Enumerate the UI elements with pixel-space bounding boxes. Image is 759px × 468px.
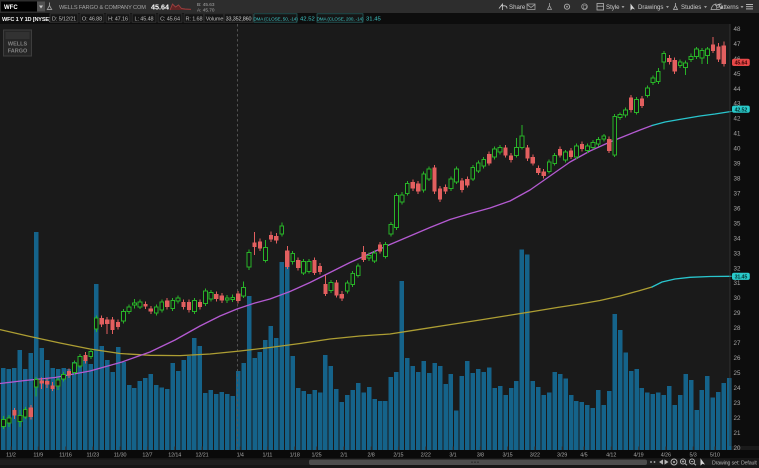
svg-text:D: 5/12/21: D: 5/12/21 xyxy=(52,16,76,22)
svg-text:45.64: 45.64 xyxy=(151,2,169,11)
svg-text:42: 42 xyxy=(734,116,741,123)
svg-text:1/25: 1/25 xyxy=(311,453,321,459)
svg-text:31.45: 31.45 xyxy=(735,274,748,280)
svg-text:WELLS: WELLS xyxy=(8,42,28,48)
svg-text:B: 45.63: B: 45.63 xyxy=(197,2,215,7)
svg-text:35: 35 xyxy=(734,220,741,227)
svg-text:Studies: Studies xyxy=(681,4,701,11)
svg-text:FARGO: FARGO xyxy=(8,49,28,55)
svg-text:1/11: 1/11 xyxy=(263,453,273,459)
svg-text:WELLS FARGO & COMPANY COM: WELLS FARGO & COMPANY COM xyxy=(59,5,146,11)
svg-text:C: 45.64: C: 45.64 xyxy=(160,16,180,22)
svg-text:1/18: 1/18 xyxy=(290,453,300,459)
svg-text:20: 20 xyxy=(734,445,741,452)
svg-text:31: 31 xyxy=(734,280,741,287)
svg-text:28: 28 xyxy=(734,325,741,332)
svg-text:5/10: 5/10 xyxy=(710,453,720,459)
svg-text:4/19: 4/19 xyxy=(633,453,643,459)
svg-text:Style: Style xyxy=(606,4,620,11)
svg-text:Drawings: Drawings xyxy=(638,4,663,11)
svg-text:24: 24 xyxy=(734,385,741,392)
svg-text:11/23: 11/23 xyxy=(87,453,100,459)
svg-text:3/8: 3/8 xyxy=(477,453,484,459)
svg-text:3/1: 3/1 xyxy=(449,453,456,459)
svg-text:11/30: 11/30 xyxy=(114,453,127,459)
svg-text:11/16: 11/16 xyxy=(59,453,72,459)
svg-text:A: 45.70: A: 45.70 xyxy=(197,7,215,12)
svg-text:43: 43 xyxy=(734,101,741,108)
svg-text:12/14: 12/14 xyxy=(168,453,181,459)
svg-text:2/1: 2/1 xyxy=(340,453,347,459)
svg-text:34: 34 xyxy=(734,235,741,242)
svg-text:2/22: 2/22 xyxy=(421,453,431,459)
svg-text:Volume: Volume xyxy=(206,16,224,22)
svg-text:42.52: 42.52 xyxy=(300,16,315,22)
svg-text:D: D xyxy=(583,5,587,11)
svg-text:37: 37 xyxy=(734,191,741,198)
svg-text:3/15: 3/15 xyxy=(502,453,512,459)
svg-text:22: 22 xyxy=(734,415,741,422)
svg-text:25: 25 xyxy=(734,370,741,377)
svg-text:38: 38 xyxy=(734,176,741,183)
svg-text:48: 48 xyxy=(734,26,741,33)
svg-text:29: 29 xyxy=(734,310,741,317)
svg-text:4/26: 4/26 xyxy=(661,453,671,459)
svg-text:30: 30 xyxy=(734,295,741,302)
svg-text:11/2: 11/2 xyxy=(6,453,16,459)
svg-text:44: 44 xyxy=(734,86,741,93)
svg-text:1/4: 1/4 xyxy=(237,453,244,459)
svg-text:4/5: 4/5 xyxy=(580,453,587,459)
svg-text:Share: Share xyxy=(509,4,526,11)
svg-text:45: 45 xyxy=(734,71,741,78)
svg-text:DMA (CLOSE, 50, -14): DMA (CLOSE, 50, -14) xyxy=(253,16,298,21)
svg-text:L: 45.48: L: 45.48 xyxy=(135,16,154,22)
svg-text:Patterns: Patterns xyxy=(716,4,739,11)
svg-text:O: 46.88: O: 46.88 xyxy=(82,16,102,22)
svg-text:32: 32 xyxy=(734,265,741,272)
svg-text:12/21: 12/21 xyxy=(196,453,209,459)
svg-text:41: 41 xyxy=(734,131,741,138)
svg-text:26: 26 xyxy=(734,355,741,362)
svg-text:3/29: 3/29 xyxy=(557,453,567,459)
svg-text:39: 39 xyxy=(734,161,741,168)
svg-text:33,352,860: 33,352,860 xyxy=(226,16,252,22)
svg-text:WFC: WFC xyxy=(4,5,18,11)
svg-text:42.52: 42.52 xyxy=(735,107,748,113)
svg-text:2/8: 2/8 xyxy=(367,453,374,459)
svg-text:31.45: 31.45 xyxy=(366,16,381,22)
svg-text:40: 40 xyxy=(734,146,741,153)
svg-text:5/3: 5/3 xyxy=(689,453,696,459)
svg-text:47: 47 xyxy=(734,41,741,48)
svg-text:H: 47.16: H: 47.16 xyxy=(108,16,128,22)
svg-text:3/22: 3/22 xyxy=(530,453,540,459)
svg-text:33: 33 xyxy=(734,250,741,257)
svg-text:R: 1.68: R: 1.68 xyxy=(186,16,203,22)
svg-text:4/12: 4/12 xyxy=(606,453,616,459)
svg-text:11/9: 11/9 xyxy=(33,453,43,459)
svg-text:WFC 1 Y 1D [NYSE]: WFC 1 Y 1D [NYSE] xyxy=(2,17,51,23)
svg-text:DMA (CLOSE, 200, -14): DMA (CLOSE, 200, -14) xyxy=(317,16,364,21)
svg-text:27: 27 xyxy=(734,340,741,347)
svg-text:36: 36 xyxy=(734,205,741,212)
svg-text:12/7: 12/7 xyxy=(142,453,152,459)
svg-text:Drawing set: Default: Drawing set: Default xyxy=(712,460,757,466)
svg-text:2/15: 2/15 xyxy=(393,453,403,459)
svg-text:23: 23 xyxy=(734,400,741,407)
svg-text:21: 21 xyxy=(734,430,741,437)
svg-text:45.64: 45.64 xyxy=(735,61,748,67)
